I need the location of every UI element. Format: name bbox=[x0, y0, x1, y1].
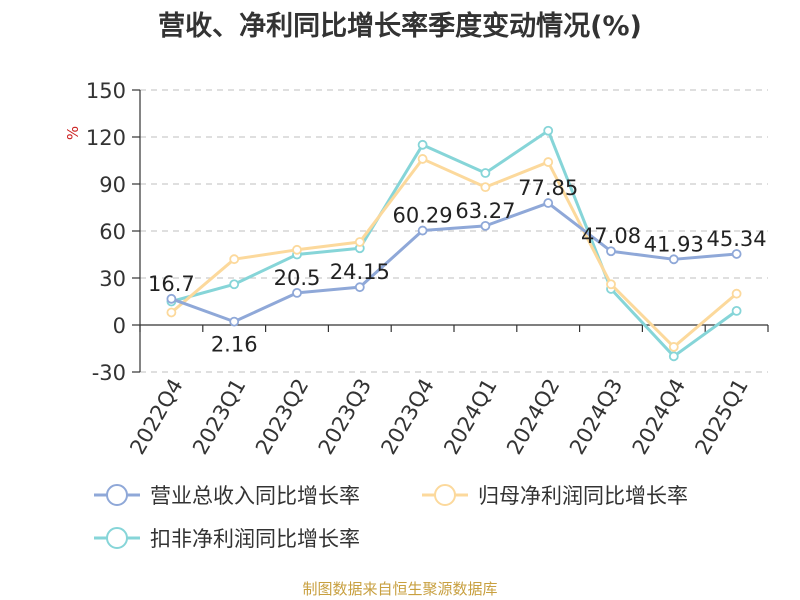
legend-label: 归母净利润同比增长率 bbox=[478, 484, 688, 508]
data-point bbox=[668, 351, 679, 362]
legend-label: 扣非净利润同比增长率 bbox=[150, 527, 360, 551]
x-tick-label: 2024Q1 bbox=[439, 375, 501, 459]
data-point bbox=[417, 139, 428, 150]
series-lines bbox=[166, 125, 742, 362]
data-point bbox=[292, 244, 302, 255]
legend-swatch-icon bbox=[94, 527, 140, 549]
series-line bbox=[171, 129, 738, 358]
data-label: 2.16 bbox=[211, 333, 258, 357]
data-point bbox=[354, 282, 365, 293]
x-tick-label: 2023Q4 bbox=[376, 375, 438, 459]
data-label: 20.5 bbox=[274, 266, 321, 290]
data-point bbox=[354, 237, 365, 247]
data-point bbox=[292, 287, 302, 298]
data-point bbox=[229, 279, 240, 290]
legend-swatch-icon bbox=[94, 484, 140, 506]
y-tick-label: 150 bbox=[86, 79, 126, 103]
data-point bbox=[480, 182, 491, 193]
data-point bbox=[606, 246, 616, 257]
legend-item[interactable]: 归母净利润同比增长率 bbox=[420, 480, 688, 510]
data-point bbox=[731, 249, 742, 259]
series-line bbox=[170, 157, 738, 349]
x-tick-label: 2022Q4 bbox=[125, 375, 187, 459]
data-point bbox=[417, 154, 428, 164]
data-point bbox=[166, 307, 177, 318]
data-point bbox=[417, 225, 428, 236]
legend-item[interactable]: 营业总收入同比增长率 bbox=[92, 480, 360, 510]
data-label: 16.7 bbox=[148, 272, 195, 296]
data-point bbox=[480, 220, 491, 231]
data-label: 63.27 bbox=[455, 199, 515, 223]
x-tick-label: 2023Q3 bbox=[314, 375, 376, 459]
y-tick-label: 60 bbox=[99, 220, 126, 244]
legend-label: 营业总收入同比增长率 bbox=[150, 484, 360, 508]
data-point bbox=[543, 198, 554, 208]
data-point bbox=[668, 342, 679, 352]
data-point bbox=[606, 279, 616, 290]
x-tick-label: 2023Q2 bbox=[251, 375, 313, 459]
series-line bbox=[170, 201, 737, 324]
x-tick-label: 2024Q2 bbox=[502, 375, 564, 459]
data-label: 60.29 bbox=[393, 204, 453, 228]
y-tick-label: 90 bbox=[99, 173, 126, 197]
y-tick-label: -30 bbox=[92, 361, 126, 385]
data-point bbox=[731, 288, 742, 299]
data-point bbox=[229, 316, 240, 327]
source-note: 制图数据来自恒生聚源数据库 bbox=[302, 580, 498, 598]
x-tick-label: 2023Q1 bbox=[188, 375, 250, 459]
x-tick-label: 2024Q4 bbox=[628, 375, 690, 459]
legend-swatch-icon bbox=[422, 484, 468, 506]
data-label: 77.85 bbox=[518, 176, 578, 200]
data-label: 45.34 bbox=[707, 227, 767, 251]
data-point bbox=[229, 254, 240, 265]
data-point bbox=[668, 254, 679, 265]
data-label: 24.15 bbox=[330, 260, 390, 284]
x-tick-label: 2024Q3 bbox=[565, 375, 627, 459]
data-point bbox=[480, 168, 491, 178]
data-label: 47.08 bbox=[581, 224, 641, 248]
y-axis-label: % bbox=[64, 126, 82, 140]
data-point bbox=[543, 125, 554, 136]
x-tick-label: 2025Q1 bbox=[690, 375, 752, 459]
data-point bbox=[166, 293, 177, 304]
data-point bbox=[731, 305, 742, 316]
y-tick-label: 120 bbox=[86, 126, 126, 150]
y-tick-label: 0 bbox=[113, 314, 126, 338]
legend-item[interactable]: 扣非净利润同比增长率 bbox=[92, 523, 360, 553]
data-point bbox=[543, 157, 554, 167]
chart-title: 营收、净利同比增长率季度变动情况(%) bbox=[158, 11, 642, 42]
y-tick-label: 30 bbox=[99, 267, 126, 291]
data-label: 41.93 bbox=[644, 232, 704, 256]
